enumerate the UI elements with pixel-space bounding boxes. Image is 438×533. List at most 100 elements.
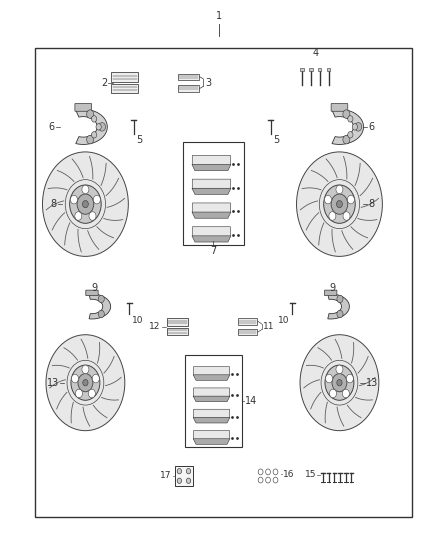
Circle shape <box>98 295 104 303</box>
Circle shape <box>98 310 104 318</box>
Bar <box>309 68 313 71</box>
Circle shape <box>336 200 343 208</box>
Circle shape <box>355 123 362 131</box>
Circle shape <box>187 469 191 474</box>
Circle shape <box>325 365 354 400</box>
Circle shape <box>336 365 343 374</box>
Bar <box>238 318 257 325</box>
Text: 8: 8 <box>51 199 57 209</box>
Text: 4: 4 <box>312 47 318 58</box>
Text: 10: 10 <box>132 316 144 325</box>
Text: 2: 2 <box>101 78 107 87</box>
Circle shape <box>325 196 332 204</box>
Text: 15: 15 <box>305 471 316 479</box>
Circle shape <box>71 196 78 204</box>
FancyBboxPatch shape <box>194 367 230 375</box>
Circle shape <box>87 110 94 118</box>
Text: 16: 16 <box>283 470 294 479</box>
FancyBboxPatch shape <box>86 290 98 296</box>
Polygon shape <box>192 188 231 195</box>
Bar <box>167 318 188 326</box>
FancyBboxPatch shape <box>192 203 231 213</box>
Circle shape <box>265 477 270 483</box>
Text: 10: 10 <box>278 316 289 325</box>
Text: 9: 9 <box>91 282 97 293</box>
Circle shape <box>273 469 278 475</box>
Circle shape <box>70 185 101 223</box>
Polygon shape <box>192 165 231 171</box>
Circle shape <box>346 374 353 383</box>
Bar <box>327 68 330 71</box>
Circle shape <box>77 194 94 214</box>
Circle shape <box>343 135 350 144</box>
Circle shape <box>82 365 89 374</box>
Circle shape <box>92 374 99 383</box>
Text: 13: 13 <box>366 378 378 387</box>
Circle shape <box>347 196 354 204</box>
FancyBboxPatch shape <box>194 409 230 418</box>
Circle shape <box>187 478 191 483</box>
Circle shape <box>89 212 96 220</box>
Polygon shape <box>193 417 230 423</box>
Circle shape <box>329 212 336 220</box>
Bar <box>111 72 138 82</box>
FancyBboxPatch shape <box>192 155 231 165</box>
Circle shape <box>71 374 78 383</box>
FancyBboxPatch shape <box>75 103 92 111</box>
Circle shape <box>352 124 357 130</box>
Circle shape <box>300 335 379 431</box>
Circle shape <box>92 116 97 122</box>
FancyBboxPatch shape <box>194 388 230 397</box>
FancyBboxPatch shape <box>192 179 231 189</box>
Text: 7: 7 <box>210 246 216 256</box>
Text: 12: 12 <box>149 322 161 331</box>
Circle shape <box>258 477 263 483</box>
Circle shape <box>177 469 181 474</box>
Circle shape <box>83 379 88 386</box>
FancyBboxPatch shape <box>325 290 337 296</box>
Bar <box>178 74 199 80</box>
Circle shape <box>177 478 181 483</box>
Bar <box>178 85 199 92</box>
Circle shape <box>92 132 97 138</box>
Polygon shape <box>193 375 230 381</box>
Circle shape <box>329 389 336 398</box>
Bar <box>35 48 412 517</box>
Text: 11: 11 <box>263 322 274 331</box>
Circle shape <box>71 365 100 400</box>
Polygon shape <box>328 294 350 319</box>
Polygon shape <box>89 294 111 319</box>
Circle shape <box>78 374 93 392</box>
Polygon shape <box>193 439 230 445</box>
Circle shape <box>46 335 125 431</box>
FancyBboxPatch shape <box>192 227 231 236</box>
Polygon shape <box>193 396 230 402</box>
Text: 13: 13 <box>47 378 59 387</box>
Circle shape <box>93 196 100 204</box>
Circle shape <box>265 469 270 475</box>
Bar <box>318 68 321 71</box>
Polygon shape <box>192 236 231 242</box>
Text: 14: 14 <box>245 396 258 406</box>
Circle shape <box>337 310 343 318</box>
Text: 8: 8 <box>368 199 374 209</box>
Circle shape <box>348 116 353 122</box>
Text: 5: 5 <box>136 135 142 146</box>
FancyBboxPatch shape <box>331 103 348 111</box>
Circle shape <box>324 185 355 223</box>
Circle shape <box>87 135 94 144</box>
Circle shape <box>336 185 343 194</box>
Circle shape <box>88 389 95 398</box>
Circle shape <box>82 200 88 208</box>
Bar <box>167 327 188 335</box>
Circle shape <box>343 389 350 398</box>
Circle shape <box>273 477 278 483</box>
Circle shape <box>343 212 350 220</box>
Circle shape <box>99 123 106 131</box>
Text: 17: 17 <box>160 472 172 480</box>
Circle shape <box>348 132 353 138</box>
Circle shape <box>337 295 343 303</box>
Text: 1: 1 <box>216 11 222 21</box>
Circle shape <box>332 374 347 392</box>
Polygon shape <box>76 109 107 144</box>
